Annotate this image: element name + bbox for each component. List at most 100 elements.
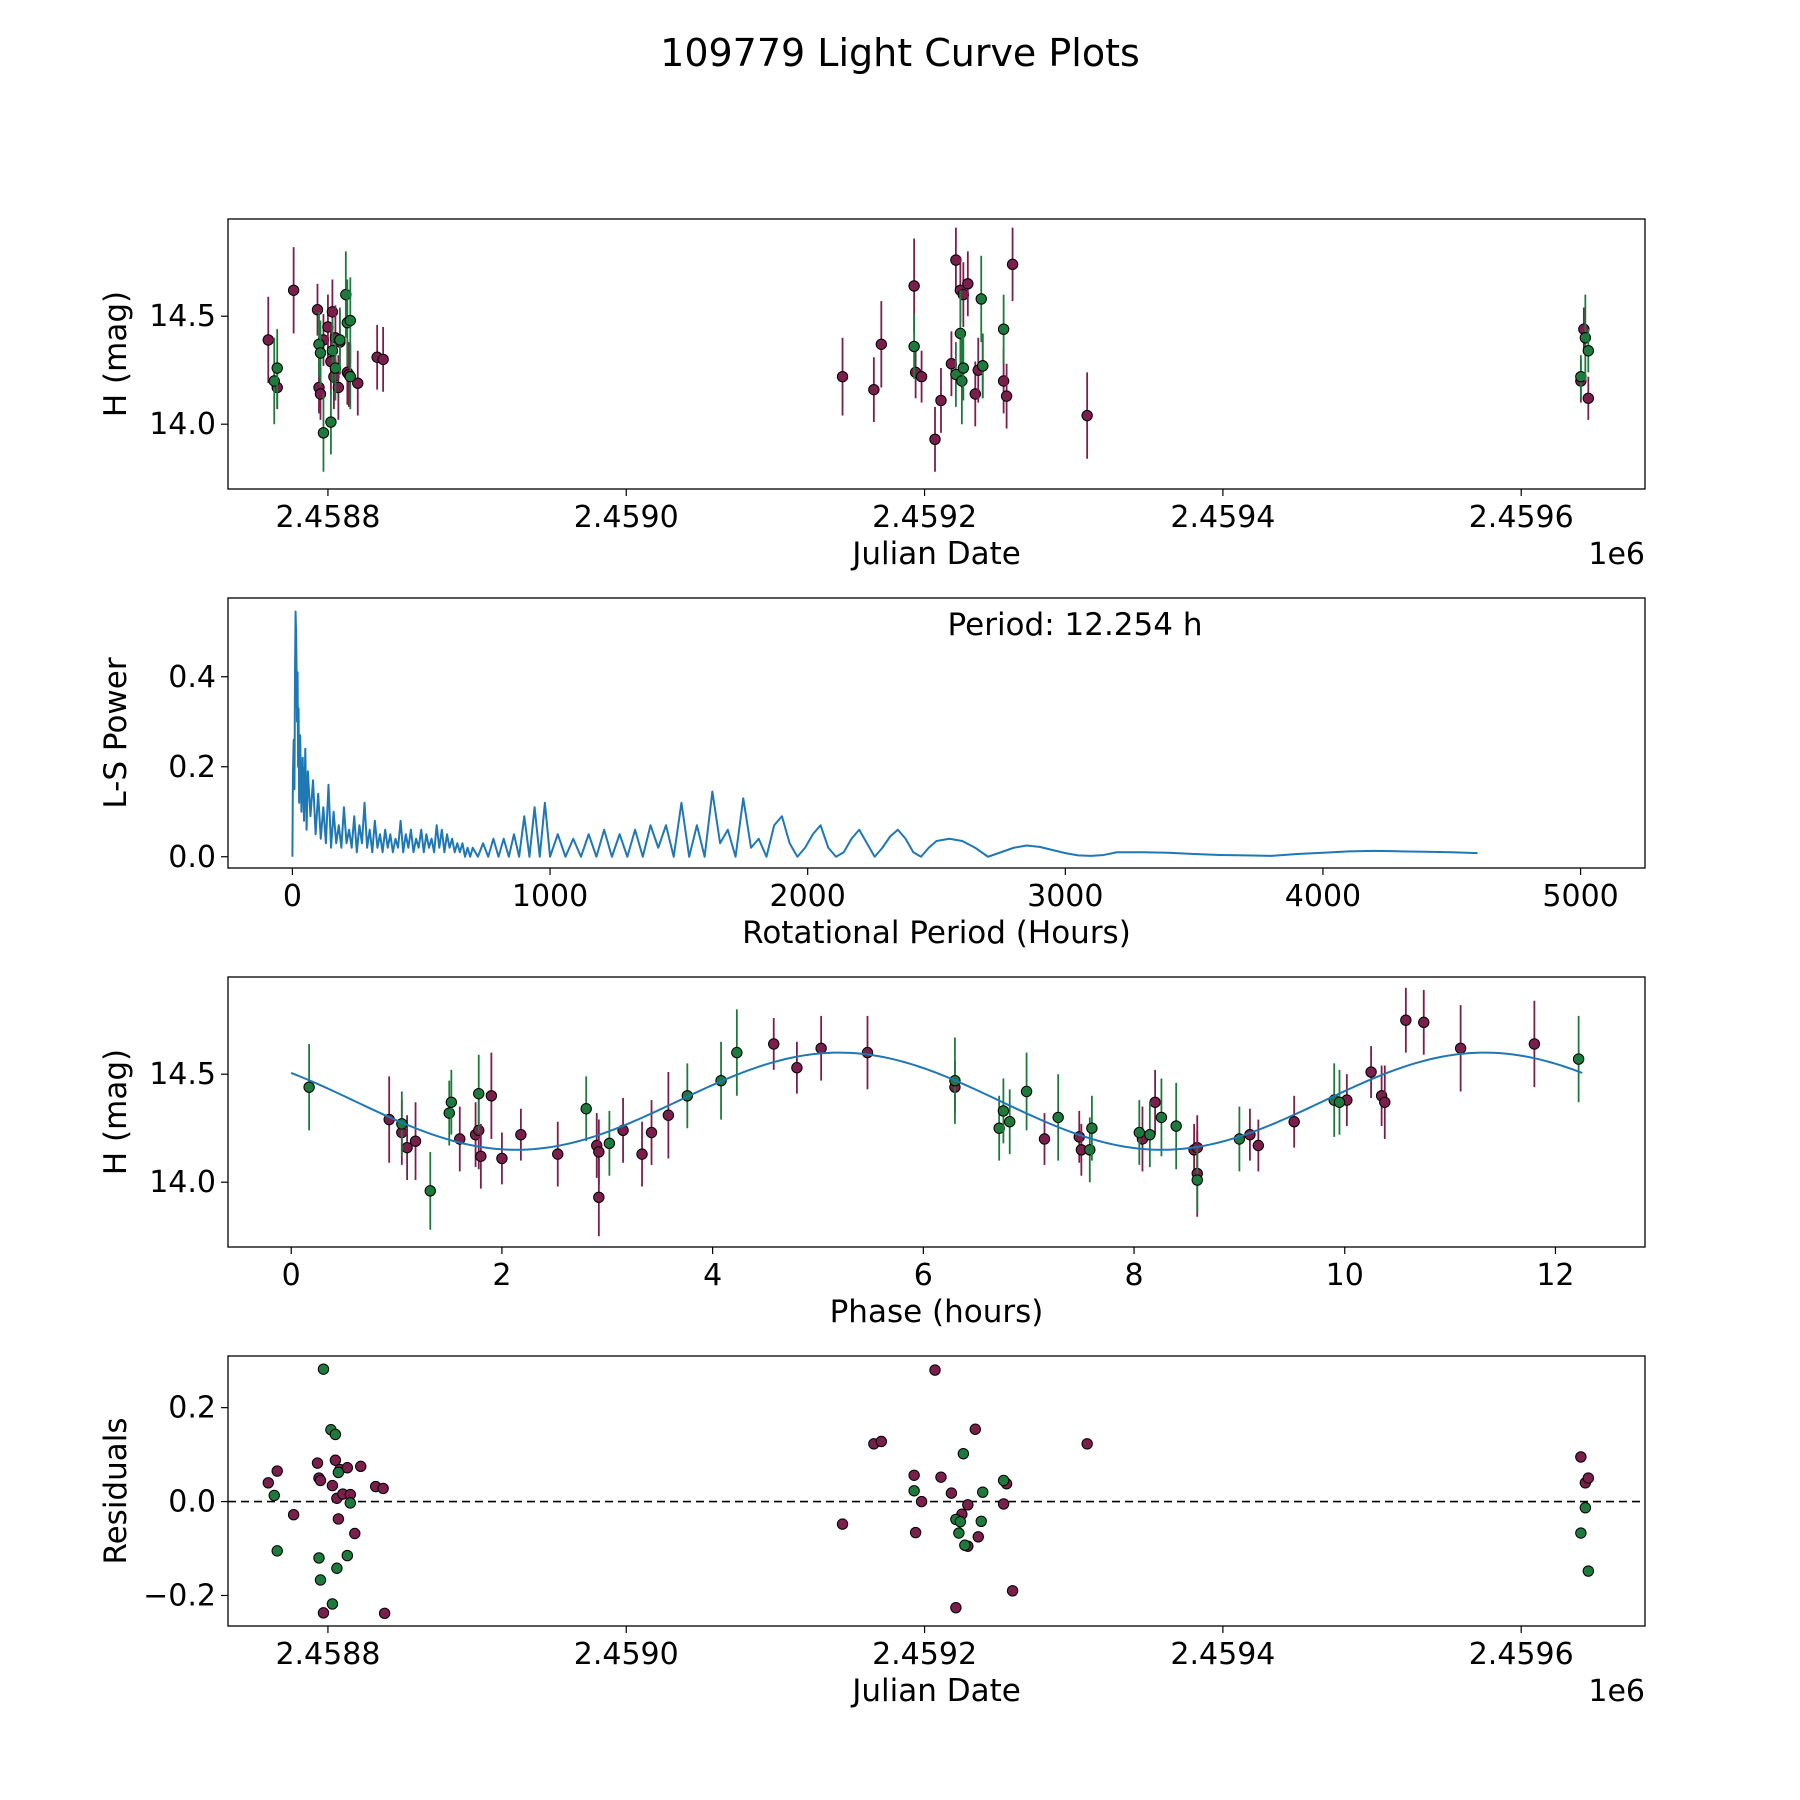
x-tick-label: 2.4592 [872, 1637, 977, 1672]
maroon-data-point [636, 1148, 648, 1160]
maroon-data-point [355, 1460, 367, 1473]
y-axis-label: H (mag) [98, 1049, 134, 1175]
green-data-point [1191, 1174, 1203, 1186]
maroon-data-point [909, 1526, 922, 1539]
x-tick-label: 2.4590 [574, 500, 679, 535]
x-tick-label: 1000 [512, 879, 588, 914]
x-tick-label: 3000 [1027, 879, 1103, 914]
maroon-data-point [377, 1482, 389, 1495]
y-axis-label: L-S Power [98, 657, 134, 808]
green-data-point [344, 314, 357, 327]
maroon-data-point [377, 353, 389, 366]
green-data-point [957, 362, 970, 374]
green-data-point [314, 1574, 327, 1586]
y-tick-label: 0.2 [168, 1391, 216, 1426]
maroon-data-point [962, 278, 974, 290]
maroon-data-point [972, 1531, 984, 1543]
y-axis-label: H (mag) [98, 291, 134, 417]
axes-frame [227, 218, 1646, 490]
x-tick-label: 2.4592 [872, 500, 977, 535]
green-data-point [329, 1428, 342, 1441]
maroon-data-point [1038, 1133, 1051, 1145]
x-tick-label: 2 [492, 1258, 511, 1293]
x-tick-label: 4000 [1285, 879, 1361, 914]
green-data-point [1582, 1565, 1595, 1577]
axes-frame [227, 976, 1646, 1248]
green-data-point [1144, 1128, 1156, 1141]
green-data-point [1582, 345, 1595, 357]
green-data-point [268, 1489, 280, 1502]
maroon-data-point [1288, 1116, 1300, 1128]
green-data-point [303, 1081, 315, 1093]
maroon-data-point [836, 370, 849, 383]
maroon-data-point [1454, 1042, 1467, 1054]
periodogram-panel: 0 1000 2000 3000 4000 5000 0.0 0.2 0.4 Rotational… [98, 597, 1646, 951]
maroon-data-point [969, 1423, 981, 1435]
maroon-data-point [332, 1513, 345, 1525]
x-tick-label: 10 [1326, 1258, 1364, 1293]
x-tick-label: 12 [1536, 1258, 1574, 1293]
periodogram-line [291, 610, 1478, 858]
green-data-point [975, 293, 987, 305]
maroon-data-point [935, 1471, 947, 1483]
maroon-data-point [552, 1148, 564, 1160]
green-data-point [997, 1105, 1010, 1117]
maroon-data-point [875, 338, 888, 350]
maroon-data-point [409, 1135, 422, 1147]
green-data-point [314, 347, 327, 359]
maroon-data-point [945, 1487, 958, 1499]
x-tick-label: 2.4588 [275, 500, 380, 535]
y-tick-label: 0.0 [168, 1485, 216, 1520]
green-data-point [473, 1087, 485, 1100]
phase-folded-lightcurve-panel: 0 2 4 6 8 10 12 14.0 14.5 Phase (hours) H (mag) [98, 976, 1646, 1330]
maroon-data-point [1575, 1451, 1587, 1463]
x-tick-label: 6 [914, 1258, 933, 1293]
axes-frame [227, 597, 1646, 869]
maroon-data-point [1252, 1139, 1265, 1152]
maroon-data-point [271, 1465, 283, 1477]
maroon-data-point [1149, 1096, 1161, 1108]
y-tick-label: 14.0 [149, 1165, 216, 1200]
maroon-data-point [352, 377, 364, 389]
lightcurve-julian-date-panel: 2.4588 2.4590 2.4592 2.4594 2.4596 14.0 14.5 Ju… [98, 218, 1646, 572]
maroon-data-point [662, 1109, 675, 1121]
green-data-point [954, 1516, 967, 1528]
maroon-data-point [915, 1495, 928, 1508]
x-tick-label: 2.4596 [1469, 500, 1574, 535]
green-data-point [977, 1486, 989, 1498]
x-tick-label: 2.4588 [275, 1637, 380, 1672]
green-data-point [334, 334, 346, 346]
figure-title: 109779 Light Curve Plots [660, 31, 1140, 75]
green-data-point [731, 1046, 743, 1059]
period-annotation: Period: 12.254 h [948, 607, 1203, 643]
maroon-data-point [1582, 392, 1595, 404]
maroon-data-point [485, 1090, 498, 1102]
maroon-data-point [908, 1469, 920, 1481]
x-axis-label: Julian Date [850, 1673, 1021, 1709]
maroon-data-point [311, 304, 324, 316]
green-data-point [956, 375, 968, 387]
maroon-data-point [1006, 258, 1019, 271]
axes-frame [227, 1355, 1646, 1627]
maroon-data-point [997, 1498, 1010, 1510]
x-offset-label: 1e6 [1588, 537, 1645, 572]
maroon-data-point [496, 1152, 508, 1165]
x-axis-label: Rotational Period (Hours) [742, 915, 1131, 951]
green-data-point [313, 1552, 325, 1564]
x-tick-label: 2.4590 [574, 1637, 679, 1672]
x-tick-label: 2.4594 [1170, 1637, 1275, 1672]
green-data-point [1572, 1053, 1585, 1065]
maroon-data-point [1528, 1038, 1541, 1050]
green-data-point [580, 1103, 592, 1115]
y-tick-label: −0.2 [143, 1578, 216, 1613]
maroon-data-point [645, 1126, 658, 1139]
x-tick-label: 4 [703, 1258, 722, 1293]
maroon-data-point [1379, 1096, 1391, 1108]
maroon-data-point [341, 1462, 354, 1474]
green-data-point [908, 340, 920, 353]
maroon-data-point [1006, 1585, 1019, 1597]
y-tick-label: 0.0 [168, 840, 216, 875]
green-data-point [993, 1122, 1005, 1134]
